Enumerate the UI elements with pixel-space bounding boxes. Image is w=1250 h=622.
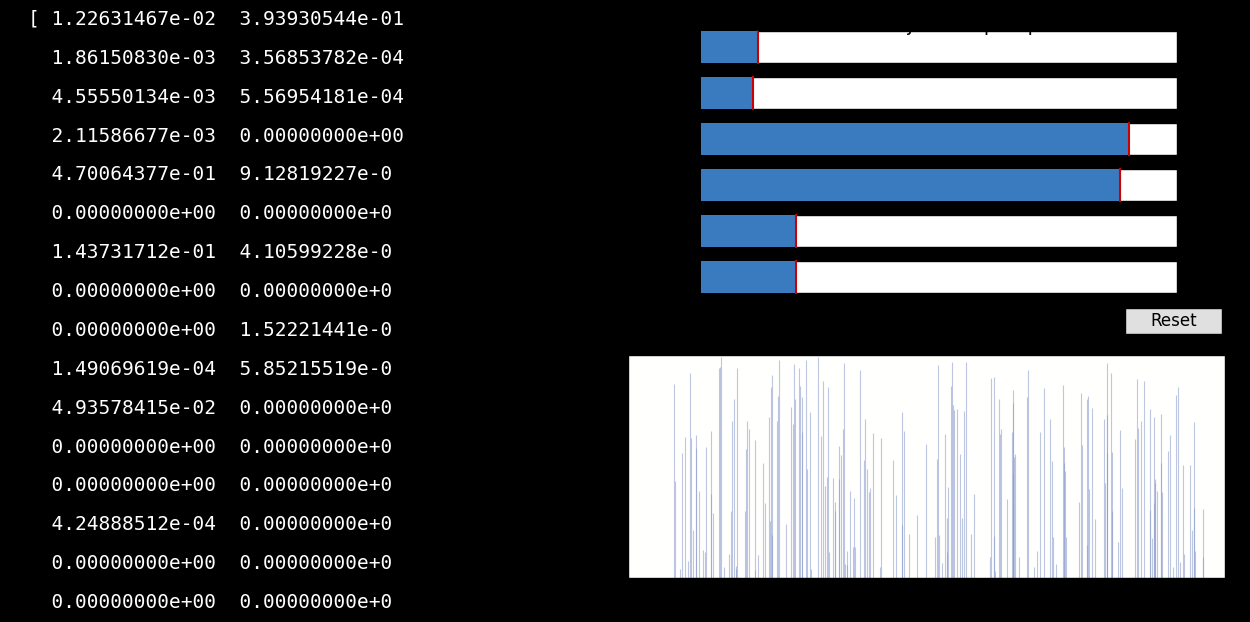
Text: enemy s: enemy s xyxy=(614,176,690,194)
Text: 0.90: 0.90 xyxy=(1195,130,1234,148)
Text: boom w: boom w xyxy=(619,222,690,240)
Text: 0.00000000e+00  0.00000000e+0: 0.00000000e+00 0.00000000e+0 xyxy=(28,437,392,457)
Bar xyxy=(701,31,1178,63)
Text: 0.00000000e+00  0.00000000e+0: 0.00000000e+00 0.00000000e+0 xyxy=(28,476,392,496)
Text: 0.20: 0.20 xyxy=(1195,268,1234,286)
Text: 4.70064377e-01  9.12819227e-0: 4.70064377e-01 9.12819227e-0 xyxy=(28,165,392,185)
Text: Click on slider to adjust subplot param: Click on slider to adjust subplot param xyxy=(714,16,1091,35)
Text: 0.00000000e+00  0.00000000e+0: 0.00000000e+00 0.00000000e+0 xyxy=(28,554,392,573)
Text: 4.24888512e-04  0.00000000e+0: 4.24888512e-04 0.00000000e+0 xyxy=(28,515,392,534)
Text: 0.12: 0.12 xyxy=(1195,38,1234,56)
Bar xyxy=(701,77,1178,109)
Text: 0.88: 0.88 xyxy=(1195,176,1234,194)
Text: 1.43731712e-01  4.10599228e-0: 1.43731712e-01 4.10599228e-0 xyxy=(28,243,392,262)
Text: 4.93578415e-02  0.00000000e+0: 4.93578415e-02 0.00000000e+0 xyxy=(28,399,392,418)
Text: 0.20: 0.20 xyxy=(1195,222,1234,240)
Text: 0.00000000e+00  0.00000000e+0: 0.00000000e+00 0.00000000e+0 xyxy=(28,282,392,301)
Text: [ 1.22631467e-02  3.93930544e-01: [ 1.22631467e-02 3.93930544e-01 xyxy=(28,10,404,29)
Text: 0.00000000e+00  1.52221441e-0: 0.00000000e+00 1.52221441e-0 xyxy=(28,321,392,340)
Text: 2.11586677e-03  0.00000000e+00: 2.11586677e-03 0.00000000e+00 xyxy=(28,126,404,146)
Text: 0.11: 0.11 xyxy=(1195,84,1234,102)
Text: 0.00000000e+00  0.00000000e+0: 0.00000000e+00 0.00000000e+0 xyxy=(28,593,392,612)
Text: 1.86150830e-03  3.56853782e-04: 1.86150830e-03 3.56853782e-04 xyxy=(28,49,404,68)
Bar xyxy=(701,169,1178,201)
Text: Reset: Reset xyxy=(1150,312,1196,330)
Text: noise w: noise w xyxy=(622,38,690,56)
Bar xyxy=(701,77,754,109)
Text: enemy w: enemy w xyxy=(609,268,690,286)
Text: 0.00000000e+00  0.00000000e+0: 0.00000000e+00 0.00000000e+0 xyxy=(28,204,392,223)
Bar xyxy=(701,123,1130,155)
Bar xyxy=(701,169,1120,201)
Text: 4.55550134e-03  5.56954181e-04: 4.55550134e-03 5.56954181e-04 xyxy=(28,88,404,107)
Bar xyxy=(701,123,1178,155)
Bar xyxy=(701,31,758,63)
Text: boom s: boom s xyxy=(625,130,690,148)
Text: 1.49069619e-04  5.85215519e-0: 1.49069619e-04 5.85215519e-0 xyxy=(28,360,392,379)
Bar xyxy=(701,261,1178,292)
Bar xyxy=(701,215,796,246)
Bar xyxy=(701,261,796,292)
Text: noise s: noise s xyxy=(628,84,690,102)
Bar xyxy=(701,215,1178,246)
